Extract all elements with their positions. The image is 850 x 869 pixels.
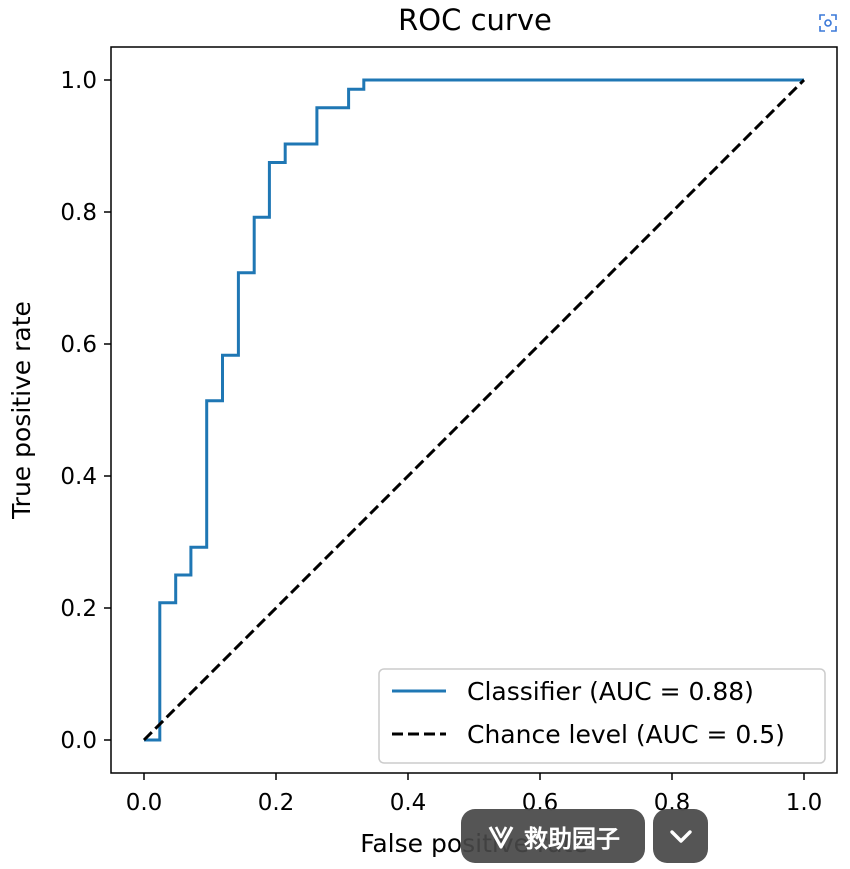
- y-axis-label: True positive rate: [7, 301, 36, 520]
- x-tick-label: 1.0: [786, 790, 823, 816]
- y-tick-label: 0.6: [60, 332, 97, 358]
- y-tick-label: 0.2: [60, 596, 97, 622]
- x-tick-label: 0.0: [126, 790, 163, 816]
- x-tick-label: 0.2: [258, 790, 295, 816]
- x-tick-label: 0.4: [390, 790, 427, 816]
- y-tick-label: 0.4: [60, 464, 97, 490]
- chevron-down-icon: [669, 830, 692, 843]
- app-overlay-button[interactable]: 救助园子: [461, 809, 645, 863]
- y-axis: 0.0 0.2 0.4 0.6 0.8 1.0: [60, 68, 111, 754]
- app-overlay-label: 救助园子: [524, 824, 620, 853]
- chance-level-line: [142, 78, 806, 742]
- series-layer: [142, 78, 806, 742]
- y-tick-label: 1.0: [60, 68, 97, 94]
- legend-entry-classifier: Classifier (AUC = 0.88): [467, 677, 754, 706]
- classifier-curve: [144, 78, 804, 742]
- plot-frame: [110, 46, 838, 774]
- legend-entry-chance: Chance level (AUC = 0.5): [467, 720, 785, 749]
- y-tick-label: 0.0: [60, 728, 97, 754]
- legend-box: [378, 668, 826, 764]
- v-logo-icon: [488, 826, 514, 849]
- y-tick-label: 0.8: [60, 200, 97, 226]
- chart-title: ROC curve: [398, 3, 552, 37]
- legend: Classifier (AUC = 0.88) Chance level (AU…: [378, 668, 826, 764]
- scan-button[interactable]: [815, 10, 841, 36]
- expand-button[interactable]: [653, 809, 708, 863]
- scan-icon: [819, 14, 837, 32]
